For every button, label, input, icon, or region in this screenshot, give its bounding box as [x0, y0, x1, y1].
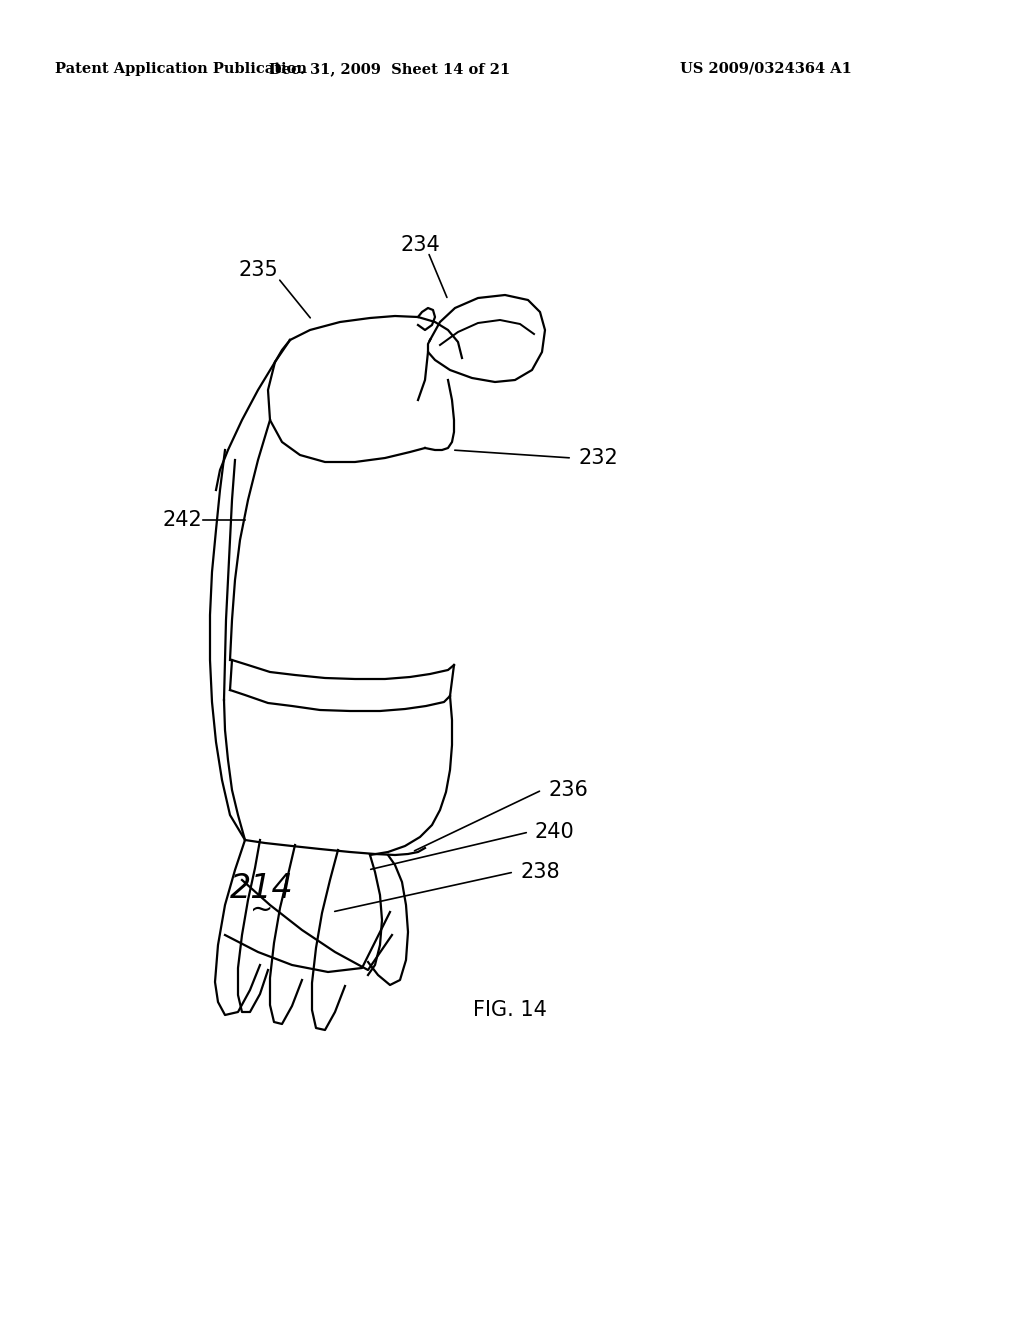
Text: 235: 235 [239, 260, 278, 280]
Text: 232: 232 [578, 447, 617, 469]
Text: 214: 214 [230, 871, 294, 904]
Text: 238: 238 [520, 862, 560, 882]
Text: FIG. 14: FIG. 14 [473, 1001, 547, 1020]
Text: 236: 236 [548, 780, 588, 800]
Text: 242: 242 [162, 510, 202, 531]
Text: ~: ~ [250, 896, 273, 924]
Text: 234: 234 [400, 235, 440, 255]
Text: US 2009/0324364 A1: US 2009/0324364 A1 [680, 62, 852, 77]
Text: Dec. 31, 2009  Sheet 14 of 21: Dec. 31, 2009 Sheet 14 of 21 [269, 62, 511, 77]
Text: 240: 240 [535, 822, 574, 842]
Text: Patent Application Publication: Patent Application Publication [55, 62, 307, 77]
